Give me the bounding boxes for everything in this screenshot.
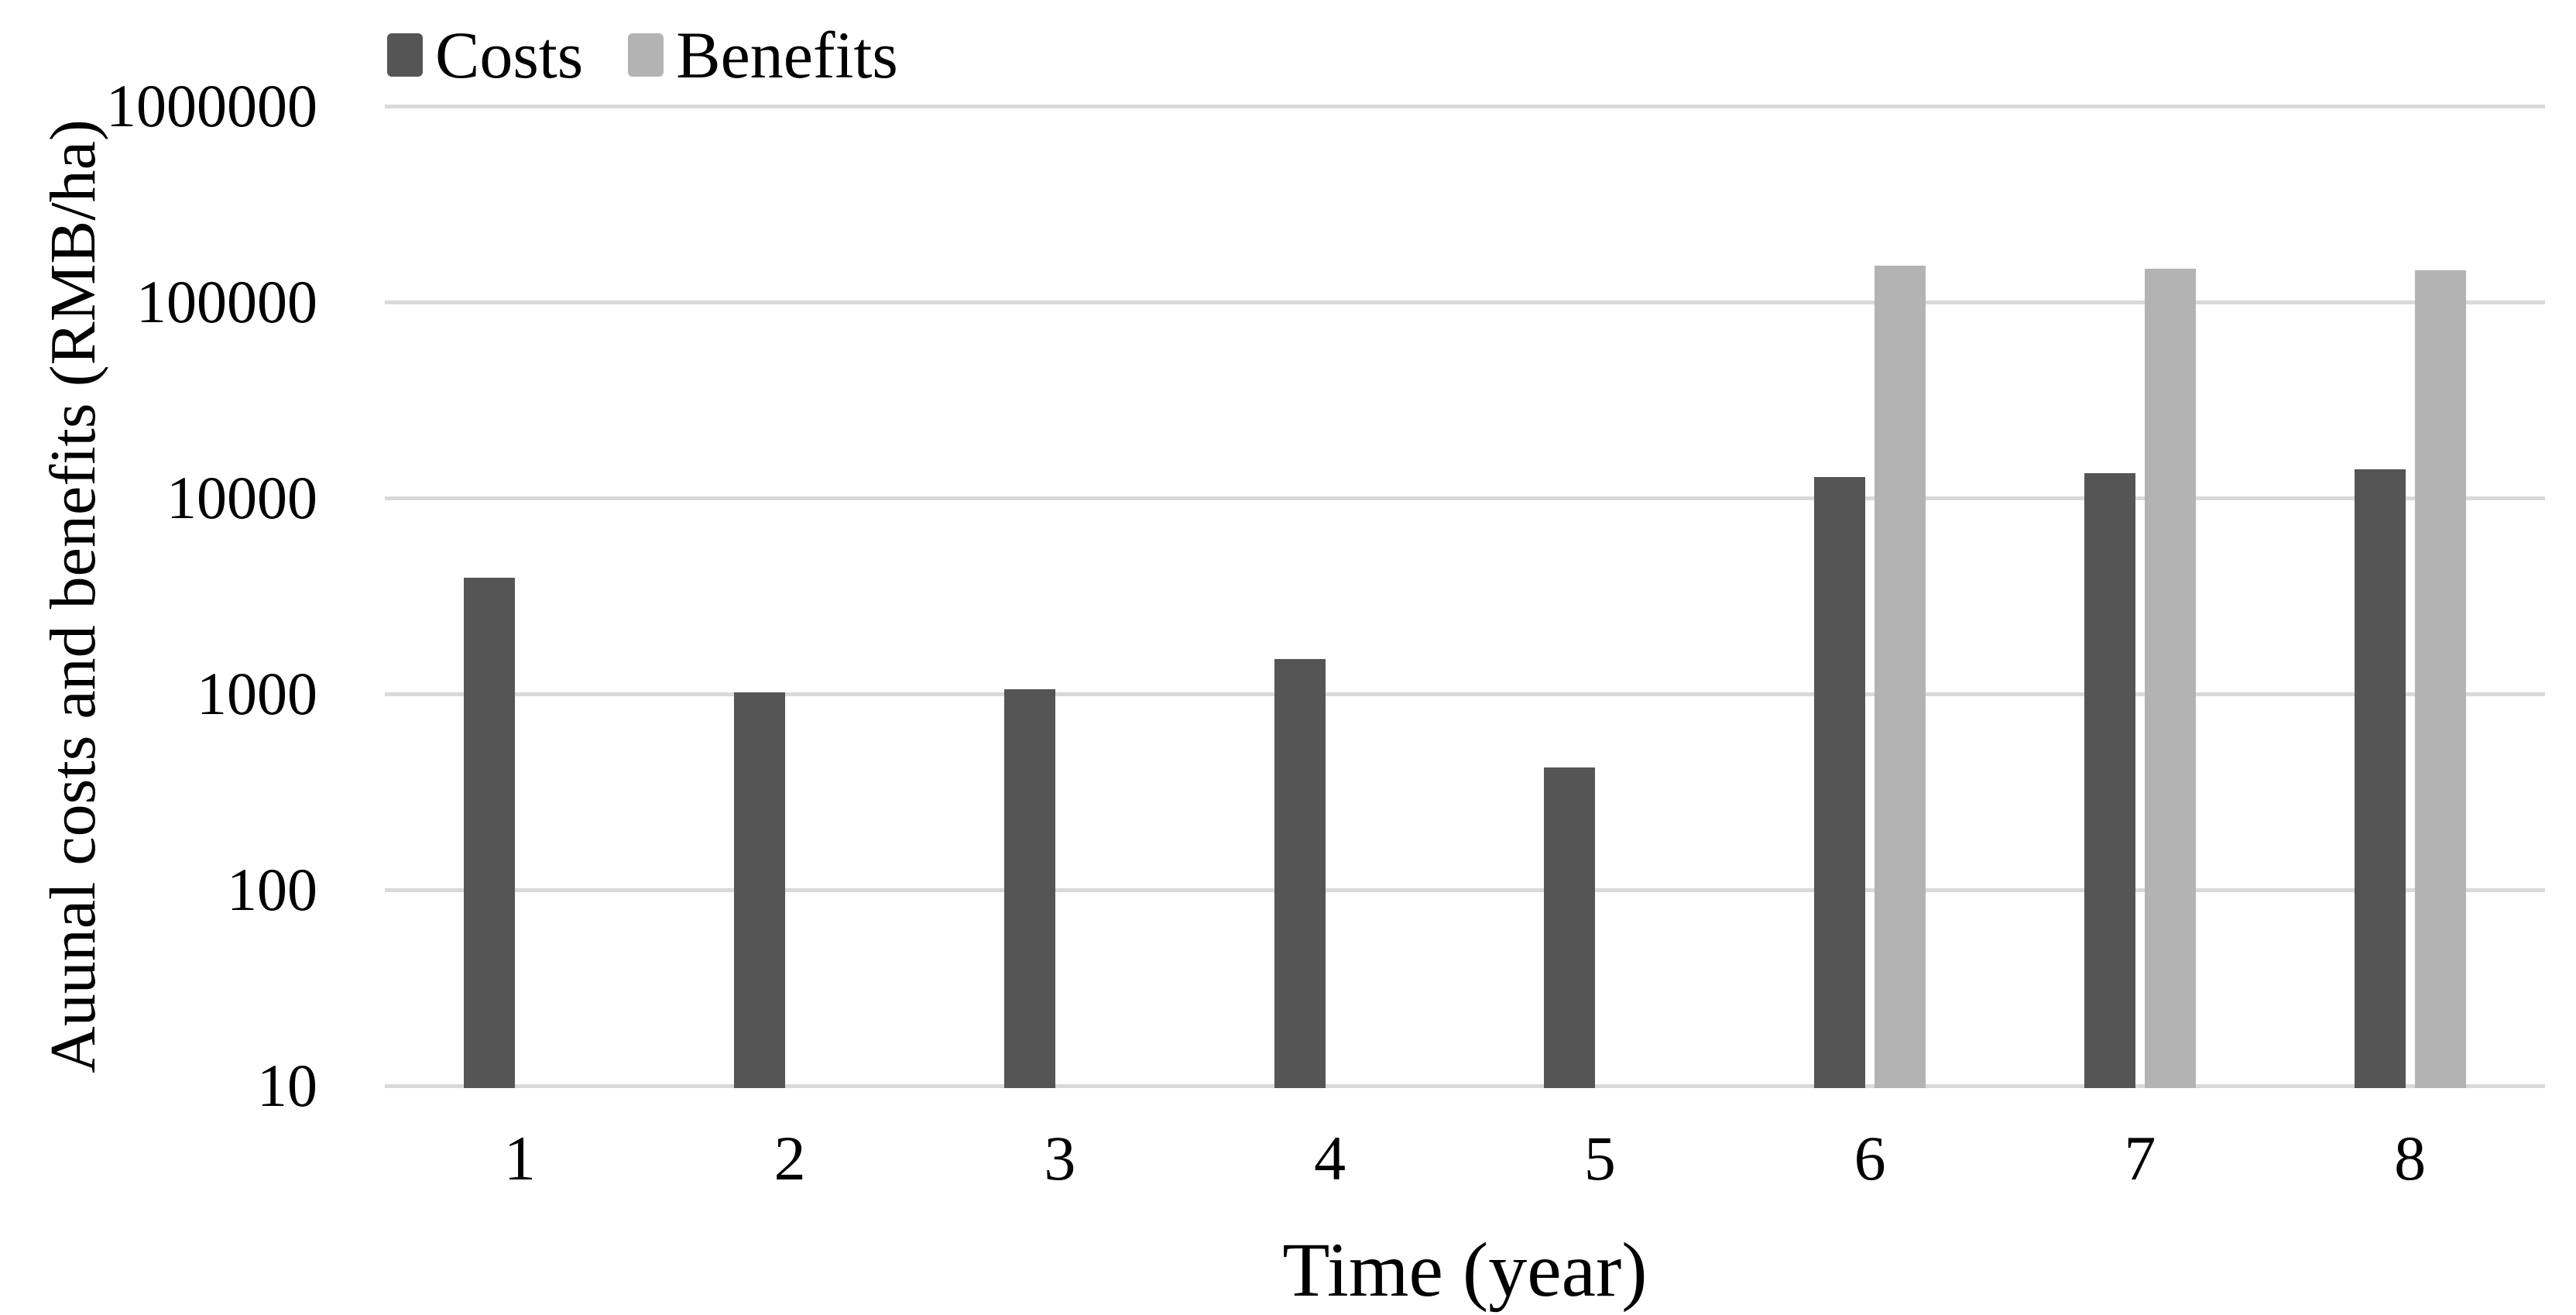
gridline-1000: [385, 692, 2545, 696]
bar-costs-year-4: [1274, 658, 1326, 1088]
x-tick-label-6: 6: [1854, 1123, 1886, 1193]
legend-label-costs: Costs: [435, 18, 584, 92]
x-tick-label-5: 5: [1583, 1123, 1616, 1193]
y-tick-label-100000: 100000: [136, 268, 317, 335]
chart-legend: Costs Benefits: [387, 22, 898, 88]
gridline-1000000: [385, 104, 2545, 108]
bar-costs-year-1: [464, 578, 516, 1088]
legend-item-costs: Costs: [387, 22, 583, 88]
y-tick-label-10000: 10000: [166, 464, 317, 531]
bar-costs-year-3: [1003, 688, 1055, 1088]
x-tick-label-2: 2: [773, 1123, 806, 1193]
x-tick-label-3: 3: [1044, 1123, 1076, 1193]
bar-costs-year-8: [2354, 469, 2406, 1088]
gridline-100000: [385, 300, 2545, 304]
x-tick-label-8: 8: [2394, 1123, 2427, 1193]
x-tick-label-4: 4: [1314, 1123, 1346, 1193]
y-axis-title: Auunal costs and benefits (RMB/ha): [37, 118, 109, 1073]
y-tick-label-1000: 1000: [197, 660, 317, 727]
gridline-100: [385, 888, 2545, 892]
gridline-10: [385, 1083, 2545, 1088]
legend-swatch-benefits: [628, 33, 664, 77]
bar-benefits-year-7: [2144, 268, 2196, 1088]
x-tick-label-1: 1: [503, 1123, 536, 1193]
bar-benefits-year-8: [2414, 270, 2466, 1088]
bar-benefits-year-6: [1875, 266, 1926, 1088]
legend-swatch-costs: [387, 33, 423, 77]
bar-costs-year-7: [2084, 472, 2135, 1088]
gridline-10000: [385, 496, 2545, 500]
legend-label-benefits: Benefits: [676, 18, 898, 92]
y-tick-label-100: 100: [227, 856, 317, 923]
y-tick-label-1000000: 1000000: [106, 72, 317, 139]
bar-costs-year-6: [1814, 476, 1866, 1088]
y-tick-label-10: 10: [257, 1052, 317, 1119]
legend-item-benefits: Benefits: [628, 22, 898, 88]
bar-costs-year-2: [734, 692, 786, 1088]
bar-costs-year-5: [1544, 767, 1596, 1088]
x-tick-label-7: 7: [2124, 1123, 2156, 1193]
x-axis-title: Time (year): [1282, 1227, 1648, 1313]
